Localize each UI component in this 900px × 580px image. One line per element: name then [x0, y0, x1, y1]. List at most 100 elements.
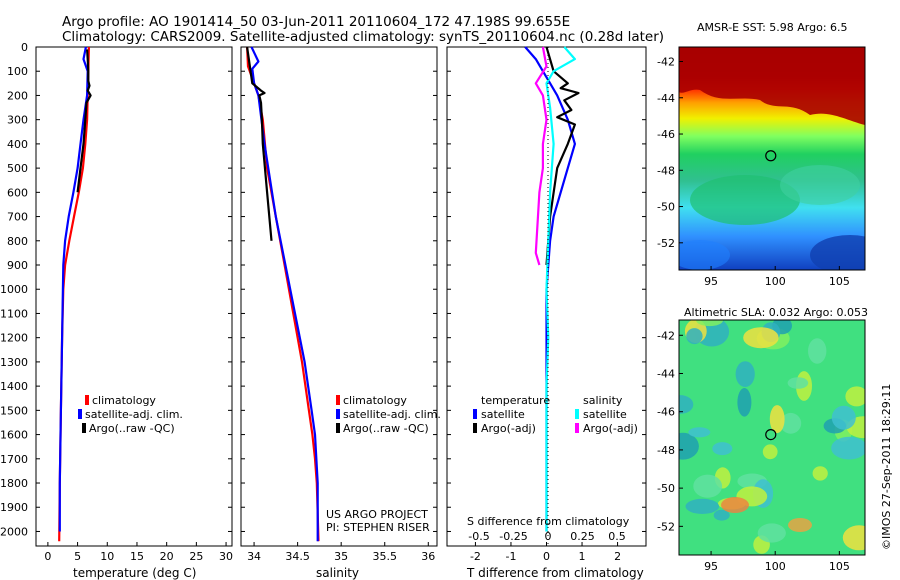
map-y-tick-label: -44 — [657, 92, 675, 105]
depth-tick-label: 1300 — [0, 356, 28, 369]
sla-blob — [845, 386, 865, 407]
s-tick-label: -0.25 — [499, 530, 527, 543]
sla-blob — [679, 395, 694, 414]
depth-tick-label: 1600 — [0, 429, 28, 442]
x-tick-label: 36 — [421, 550, 435, 563]
series-line — [246, 46, 273, 241]
sst-field — [679, 47, 865, 270]
credit-text: US ARGO PROJECT — [326, 508, 428, 521]
sla-map: Altimetric SLA: 0.032 Argo: 0.053 95 100 1… — [657, 306, 868, 573]
depth-tick-label: 1000 — [0, 283, 28, 296]
legend-label: climatology — [343, 394, 407, 407]
map-y-tick-label: -48 — [657, 444, 675, 457]
sla-blob — [686, 328, 703, 345]
argo-location-marker — [765, 150, 777, 162]
x-tick-label: 34 — [247, 550, 261, 563]
series-line — [545, 46, 580, 266]
sla-blob — [685, 498, 720, 514]
legend-swatch-argo — [336, 423, 340, 433]
difference-panel: -2 -1 0 1 2 -0.5 -0.25 0 0.25 0.5 T difference f… — [446, 46, 647, 580]
sla-blob — [757, 523, 786, 543]
map-y-tick-label: -52 — [657, 237, 675, 250]
series-line — [250, 46, 319, 542]
map-y-tick-label: -48 — [657, 164, 675, 177]
map-y-tick-label: -42 — [657, 329, 675, 342]
sst-teal-patch — [780, 165, 860, 205]
legend-swatch-climatology — [85, 395, 89, 405]
map-x-tick-label: 95 — [704, 275, 718, 288]
sla-background — [679, 320, 865, 555]
legend-swatch-s-argo — [575, 423, 579, 433]
sla-blob — [842, 525, 865, 551]
series-line — [76, 49, 92, 193]
legend-label: satellite — [481, 408, 525, 421]
depth-tick-label: 2000 — [0, 525, 28, 538]
salinity-panel: 34 34.5 35 35.5 36 salinity climatology sate… — [240, 46, 441, 580]
legend-swatch-s-satellite — [575, 409, 579, 419]
salinity-xtick-labels: 34 34.5 35 35.5 36 — [241, 46, 437, 563]
salinity-lines — [246, 46, 320, 542]
sst-argo-marker — [765, 150, 777, 162]
argo-location-marker — [765, 428, 777, 441]
temperature-axes — [35, 46, 233, 547]
s-tick-label: 0.5 — [608, 530, 626, 543]
x-tick-label: 34.5 — [285, 550, 310, 563]
depth-tick-label: 300 — [7, 114, 28, 127]
s-tick-label: 0.25 — [570, 530, 595, 543]
sla-blob — [688, 427, 711, 438]
sla-blob — [743, 327, 779, 349]
depth-tick-label: 900 — [7, 259, 28, 272]
legend-swatch-t-satellite — [473, 409, 477, 419]
legend-title-temperature: temperature — [481, 394, 550, 407]
legend-label: Argo(-adj) — [481, 422, 536, 435]
sla-blob — [713, 509, 730, 521]
depth-tick-label: 500 — [7, 162, 28, 175]
x-tick-label: 1 — [579, 550, 586, 563]
map-y-tick-label: -52 — [657, 520, 675, 533]
legend-label: Argo(-adj) — [583, 422, 638, 435]
x-tick-label: 5 — [74, 550, 81, 563]
series-line — [545, 46, 577, 532]
depth-tick-label: 1800 — [0, 477, 28, 490]
depth-tick-label: 100 — [7, 65, 28, 78]
sla-blob — [831, 405, 856, 430]
t-diff-xtick-labels: -2 -1 0 1 2 — [447, 46, 646, 563]
sla-blob — [721, 497, 749, 513]
map-y-tick-label: -50 — [657, 201, 675, 214]
depth-tick-label: 1700 — [0, 453, 28, 466]
legend-swatch-climatology — [336, 395, 340, 405]
sst-map: AMSR-E SST: 5.98 Argo: 6.5 95 100 105 -42 -4… — [657, 21, 866, 288]
series-line — [534, 46, 548, 266]
s-diff-xtick-labels: -0.5 -0.25 0 0.25 0.5 — [468, 530, 625, 543]
t-diff-xlabel: T difference from climatology — [466, 566, 644, 580]
depth-tick-label: 1100 — [0, 307, 28, 320]
legend-label: Argo(..raw -QC) — [89, 422, 175, 435]
x-tick-label: -2 — [470, 550, 481, 563]
difference-lines — [524, 46, 580, 532]
pi-text: PI: STEPHEN RISER — [326, 521, 430, 534]
x-tick-label: 35 — [334, 550, 348, 563]
sla-map-title: Altimetric SLA: 0.032 Argo: 0.053 — [684, 306, 868, 319]
sst-warm-region — [679, 47, 865, 125]
sla-blob — [780, 412, 802, 434]
map-y-tick-label: -44 — [657, 367, 675, 380]
sla-blob — [712, 442, 733, 456]
legend-swatch-argo — [82, 423, 86, 433]
sla-blob — [737, 388, 752, 417]
legend-label: satellite — [583, 408, 627, 421]
depth-tick-label: 600 — [7, 186, 28, 199]
map-x-tick-label: 105 — [829, 560, 850, 573]
salinity-legend: climatology satellite-adj. clim. Argo(..… — [336, 394, 441, 435]
depth-tick-label: 800 — [7, 235, 28, 248]
x-tick-label: 0 — [543, 550, 550, 563]
sla-blob — [762, 444, 778, 460]
title-line-2: Climatology: CARS2009. Satellite-adjuste… — [62, 29, 664, 45]
map-y-tick-label: -42 — [657, 56, 675, 69]
title-line-1: Argo profile: AO 1901414_50 03-Jun-2011 … — [62, 14, 570, 30]
sla-map-ticks: 95 100 105 -42 -44 -46 -48 -50 -52 — [657, 329, 850, 573]
map-y-tick-label: -50 — [657, 482, 675, 495]
depth-tick-labels: 0 100 200 300 400 500 600 700 800 900 1000 1100 1200… — [0, 41, 28, 538]
sst-dark-blue-patch — [810, 235, 865, 270]
x-tick-label: 20 — [160, 550, 174, 563]
